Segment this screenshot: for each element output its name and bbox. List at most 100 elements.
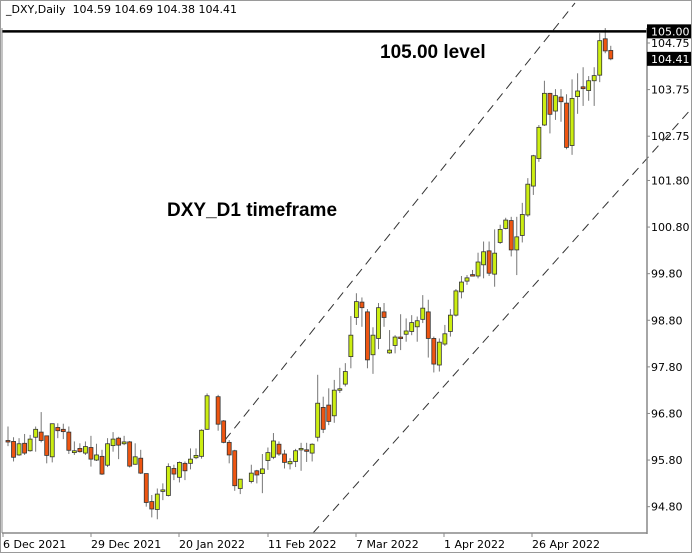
x-tick-label: 7 Mar 2022 bbox=[356, 538, 419, 551]
level-annotation: 105.00 level bbox=[380, 42, 486, 63]
x-tick-label: 26 Apr 2022 bbox=[532, 538, 600, 551]
candle-bull bbox=[597, 40, 603, 76]
candle-bull bbox=[121, 441, 127, 445]
y-tick-label: 101.80 bbox=[651, 174, 690, 187]
candle-bear bbox=[486, 250, 492, 274]
candle-bull bbox=[27, 438, 33, 452]
candle-bull bbox=[525, 183, 531, 216]
trend-channel bbox=[224, 2, 692, 534]
price-axis: 104.75 103.75 102.75 101.80 100.80 99.80 98.80… bbox=[1, 24, 691, 534]
candle-bull bbox=[49, 423, 55, 458]
candle-bear bbox=[149, 501, 155, 510]
candle-bull bbox=[188, 458, 193, 464]
candle-bear bbox=[470, 274, 475, 277]
candle-bear bbox=[11, 441, 16, 458]
candle-bull bbox=[464, 277, 470, 282]
candle-bear bbox=[547, 92, 553, 115]
candle-bear bbox=[508, 220, 514, 251]
candle-bull bbox=[475, 261, 481, 277]
candle-bear bbox=[127, 441, 133, 467]
y-tick-label: 102.75 bbox=[651, 130, 690, 143]
candle-bear bbox=[254, 470, 260, 476]
candle-bull bbox=[414, 320, 420, 328]
candle-bear bbox=[38, 431, 44, 441]
candle-bull bbox=[16, 443, 22, 456]
candle-bull bbox=[376, 307, 381, 339]
candle-bull bbox=[492, 252, 498, 275]
candle-bear bbox=[88, 447, 94, 460]
candle-bull bbox=[94, 454, 99, 461]
candle-bull bbox=[481, 251, 486, 266]
candle-bear bbox=[381, 311, 387, 318]
candle-bear bbox=[425, 311, 431, 339]
candle-bull bbox=[154, 493, 160, 510]
y-tick-label: 99.80 bbox=[651, 268, 683, 281]
candle-bull bbox=[542, 92, 547, 126]
candle-bull bbox=[503, 219, 509, 229]
candle-bull bbox=[271, 440, 276, 458]
candle-bear bbox=[558, 96, 564, 103]
x-tick-label: 20 Jan 2022 bbox=[179, 538, 245, 551]
candle-bull bbox=[387, 349, 392, 354]
candle-bear bbox=[326, 404, 332, 422]
chart-header: _DXY,Daily 104.59 104.69 104.38 104.41 bbox=[6, 3, 237, 16]
candle-bull bbox=[392, 336, 398, 346]
candle-bear bbox=[602, 38, 608, 52]
candle-bull bbox=[83, 446, 88, 454]
candle-bull bbox=[298, 448, 304, 451]
candle-bear bbox=[60, 428, 66, 433]
candle-bull bbox=[287, 461, 293, 465]
candle-bull bbox=[199, 429, 204, 457]
candle-bear bbox=[232, 450, 238, 487]
candle-bear bbox=[282, 453, 287, 463]
channel-lower-line bbox=[312, 107, 692, 534]
candle-bull bbox=[165, 466, 171, 496]
candle-bull bbox=[586, 80, 592, 91]
candle-bull bbox=[575, 90, 580, 97]
channel-upper-line bbox=[224, 2, 576, 441]
candle-bear bbox=[215, 396, 221, 425]
candle-bear bbox=[221, 420, 227, 443]
candles bbox=[5, 28, 614, 520]
candle-bull bbox=[265, 452, 271, 461]
candle-bear bbox=[22, 442, 27, 454]
candle-bull bbox=[237, 478, 243, 489]
candle-bear bbox=[77, 448, 83, 453]
candle-bull bbox=[403, 330, 409, 335]
candle-bull bbox=[514, 236, 520, 251]
candle-bull bbox=[177, 461, 182, 478]
candle-bull bbox=[409, 322, 415, 332]
candle-bull bbox=[110, 438, 116, 447]
candle-bull bbox=[553, 95, 558, 112]
candle-bear bbox=[44, 435, 50, 456]
candle-bear bbox=[138, 457, 144, 474]
y-tick-label: 103.75 bbox=[651, 84, 690, 97]
candle-bull bbox=[132, 456, 138, 465]
y-tick-label: 100.80 bbox=[651, 221, 690, 234]
candle-bull bbox=[33, 428, 39, 438]
x-tick-label: 1 Apr 2022 bbox=[444, 538, 505, 551]
candle-bear bbox=[608, 50, 614, 60]
candle-bull bbox=[530, 155, 536, 187]
x-tick-label: 11 Feb 2022 bbox=[268, 538, 336, 551]
candle-bull bbox=[536, 126, 542, 159]
candle-bull bbox=[248, 472, 254, 482]
y-tick-label: 95.80 bbox=[651, 454, 683, 467]
candle-bear bbox=[116, 437, 121, 446]
candle-bear bbox=[171, 468, 177, 475]
candle-bear bbox=[276, 443, 282, 455]
candle-bull bbox=[453, 290, 459, 316]
x-tick-label: 6 Dec 2021 bbox=[3, 538, 66, 551]
candle-bear bbox=[365, 311, 370, 361]
y-tick-label: 94.80 bbox=[651, 501, 683, 514]
candle-bear bbox=[431, 338, 437, 365]
candle-bear bbox=[143, 473, 149, 503]
candle-bull bbox=[459, 281, 464, 293]
candle-bull bbox=[193, 455, 199, 459]
candle-bear bbox=[5, 440, 11, 443]
candle-bull bbox=[420, 307, 426, 320]
candle-bull bbox=[293, 450, 298, 462]
candle-bear bbox=[66, 431, 72, 451]
candle-bull bbox=[160, 489, 166, 492]
